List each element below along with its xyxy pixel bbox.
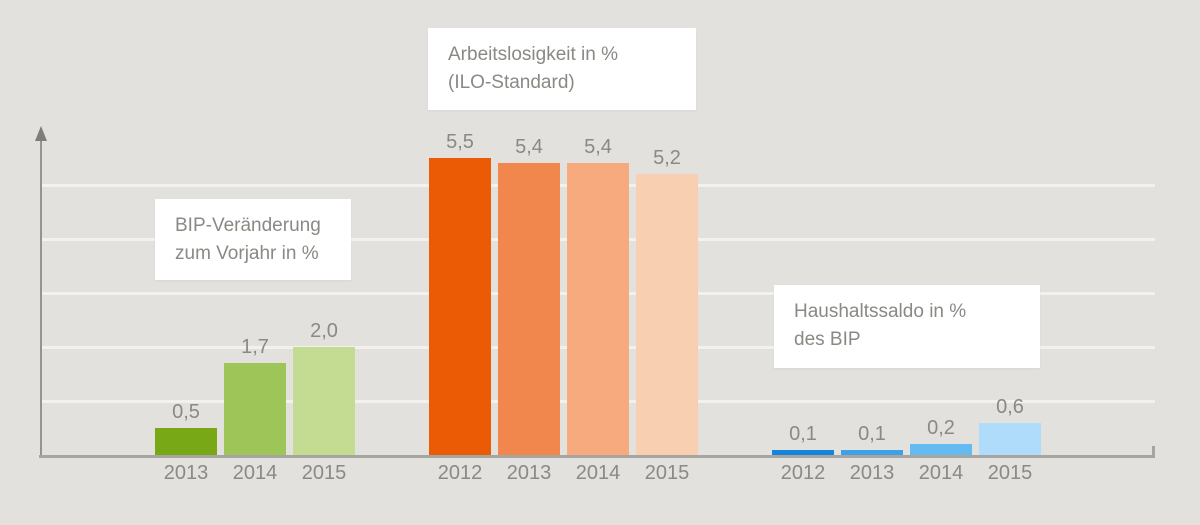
x-tick-label-bip-2013: 2013 — [163, 462, 209, 484]
bar-haushaltssaldo-2012 — [772, 450, 834, 455]
bar-value-label-bip-2013: 0,5 — [172, 401, 200, 423]
bar-haushaltssaldo-2013 — [841, 450, 903, 455]
bar-value-label-haushaltssaldo-2015: 0,6 — [996, 396, 1024, 418]
x-tick-label-arbeitslosigkeit-2013: 2013 — [506, 462, 552, 484]
annotation-bip-label: BIP-Veränderung zum Vorjahr in % — [155, 199, 351, 280]
bar-bip-2014 — [224, 363, 286, 455]
annotation-arbeitslosigkeit-label: Arbeitslosigkeit in % (ILO-Standard) — [428, 28, 696, 110]
x-tick-label-arbeitslosigkeit-2015: 2015 — [644, 462, 690, 484]
bar-value-label-haushaltssaldo-2012: 0,1 — [789, 423, 817, 445]
bar-arbeitslosigkeit-2012 — [429, 158, 491, 455]
bar-value-label-arbeitslosigkeit-2012: 5,5 — [446, 131, 474, 153]
bar-bip-2015 — [293, 347, 355, 455]
bar-value-label-haushaltssaldo-2014: 0,2 — [927, 417, 955, 439]
bar-arbeitslosigkeit-2013 — [498, 163, 560, 455]
y-axis — [40, 139, 42, 456]
bar-value-label-bip-2014: 1,7 — [241, 336, 269, 358]
bar-bip-2013 — [155, 428, 217, 455]
x-tick-label-haushaltssaldo-2014: 2014 — [918, 462, 964, 484]
x-tick-label-arbeitslosigkeit-2012: 2012 — [437, 462, 483, 484]
x-axis-end-tick — [1152, 446, 1155, 455]
x-tick-label-bip-2014: 2014 — [232, 462, 278, 484]
x-tick-label-haushaltssaldo-2013: 2013 — [849, 462, 895, 484]
bar-value-label-arbeitslosigkeit-2013: 5,4 — [515, 136, 543, 158]
bar-haushaltssaldo-2014 — [910, 444, 972, 455]
bar-value-label-bip-2015: 2,0 — [310, 320, 338, 342]
bar-value-label-arbeitslosigkeit-2014: 5,4 — [584, 136, 612, 158]
x-axis — [39, 455, 1155, 458]
bar-arbeitslosigkeit-2014 — [567, 163, 629, 455]
annotation-haushaltssaldo-label: Haushaltssaldo in % des BIP — [774, 285, 1040, 368]
x-tick-label-haushaltssaldo-2012: 2012 — [780, 462, 826, 484]
x-tick-label-bip-2015: 2015 — [301, 462, 347, 484]
x-tick-label-arbeitslosigkeit-2014: 2014 — [575, 462, 621, 484]
bar-haushaltssaldo-2015 — [979, 423, 1041, 455]
bar-value-label-haushaltssaldo-2013: 0,1 — [858, 423, 886, 445]
bar-value-label-arbeitslosigkeit-2015: 5,2 — [653, 147, 681, 169]
y-axis-arrow-icon — [35, 126, 47, 141]
bar-arbeitslosigkeit-2015 — [636, 174, 698, 455]
x-tick-label-haushaltssaldo-2015: 2015 — [987, 462, 1033, 484]
